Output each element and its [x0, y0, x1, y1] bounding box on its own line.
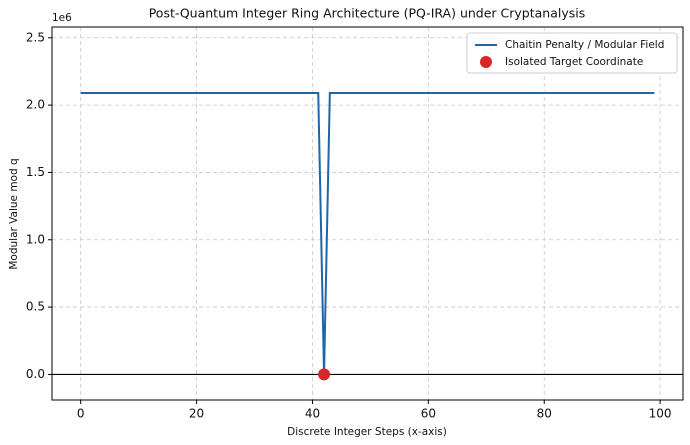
y-tick-label: 0.0	[26, 367, 45, 381]
x-tick-label: 100	[649, 407, 672, 421]
x-tick-label: 0	[77, 407, 85, 421]
legend-swatch	[480, 56, 492, 68]
x-tick-label: 20	[189, 407, 204, 421]
y-tick-label: 2.5	[26, 30, 45, 44]
data-line	[80, 91, 655, 375]
x-tick-label: 80	[537, 407, 552, 421]
y-axis-label: Modular Value mod q	[8, 158, 20, 269]
legend-label: Chaitin Penalty / Modular Field	[505, 39, 664, 51]
x-tick-label: 60	[421, 407, 436, 421]
y-tick-label: 1.0	[26, 232, 45, 246]
y-tick-label: 1.5	[26, 165, 45, 179]
data-point	[318, 368, 331, 381]
chart-title: Post-Quantum Integer Ring Architecture (…	[149, 6, 586, 21]
y-tick-label: 2.0	[26, 98, 45, 112]
y-tick-label: 0.5	[26, 300, 45, 314]
x-axis-label: Discrete Integer Steps (x-axis)	[287, 426, 447, 438]
x-tick-label: 40	[305, 407, 320, 421]
plot-frame	[51, 26, 684, 401]
legend-label: Isolated Target Coordinate	[505, 56, 643, 68]
legend-box	[466, 32, 678, 74]
y-offset-label: 1e6	[52, 12, 72, 24]
